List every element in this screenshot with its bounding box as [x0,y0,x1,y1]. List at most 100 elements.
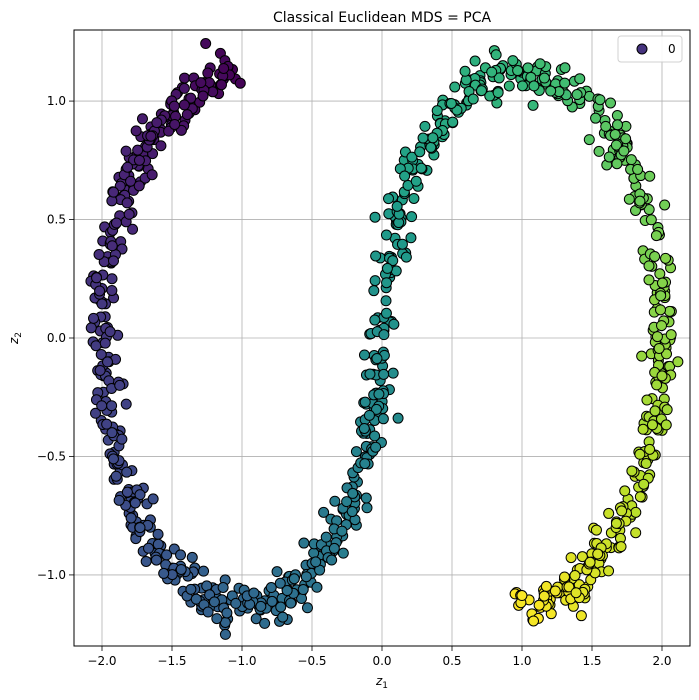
scatter-point [358,422,370,434]
y-axis-label: z2 [7,332,24,345]
scatter-point [266,595,278,607]
scatter-point [516,590,528,602]
scatter-point [125,175,137,187]
scatter-point [195,77,207,89]
scatter-point [134,489,146,501]
scatter-point [363,409,375,421]
chart-title: Classical Euclidean MDS = PCA [273,10,492,26]
scatter-point [467,93,479,105]
scatter-point [265,582,277,594]
scatter-point [181,109,193,121]
scatter-point [121,466,133,478]
scatter-point [94,285,106,297]
scatter-point [406,151,418,163]
scatter-point [110,217,122,229]
scatter-point [576,551,588,563]
scatter-point [654,268,666,280]
scatter-point [653,342,665,354]
scatter-point [370,250,382,262]
scatter-point [106,400,118,412]
scatter-point [387,255,399,267]
scatter-point [217,582,229,593]
scatter-point [512,65,524,77]
scatter-point [656,370,668,382]
scatter-point [185,583,197,595]
x-tick-label: 1.5 [582,654,601,668]
scatter-point [636,350,648,362]
scatter-point [651,379,663,391]
scatter-point [388,318,400,330]
scatter-point [620,133,632,145]
x-tick-label: 0.5 [442,654,461,668]
scatter-point [634,195,646,207]
scatter-point [300,571,312,583]
legend-marker [636,43,648,55]
scatter-point [207,86,219,98]
scatter-point [250,613,262,625]
scatter-point [364,368,376,380]
scatter-point [549,585,561,597]
scatter-point [337,547,349,559]
scatter-point [661,404,673,416]
scatter-point [301,602,313,614]
y-tick-label: −0.5 [37,449,66,463]
scatter-point [522,62,534,74]
scatter-point [643,260,655,272]
scatter-point [419,120,431,132]
scatter-point [378,368,390,380]
scatter-point [425,141,437,153]
scatter-point [584,556,596,568]
scatter-point [271,566,283,578]
scatter-point [114,379,126,391]
scatter-point [248,587,260,599]
scatter-point [120,145,132,157]
scatter-point [637,423,649,435]
scatter-point [634,491,646,503]
scatter-point [660,252,672,264]
scatter-point [104,326,116,338]
scatter-point [145,130,157,142]
scatter-point [202,67,214,79]
scatter-point [593,145,605,157]
scatter-point [310,556,322,568]
scatter-point [611,110,623,121]
scatter-point [107,186,119,198]
scatter-point [200,38,212,50]
x-axis-label-main: z [375,674,383,688]
scatter-point [619,485,631,497]
legend-box [617,35,683,63]
scatter-point [146,169,158,181]
scatter-point [650,230,662,242]
scatter-point [538,590,550,602]
x-tick-label: −2.0 [87,654,116,668]
scatter-point [85,322,97,334]
scatter-point [369,275,381,287]
scatter-point [646,419,658,431]
scatter-point [625,154,637,166]
scatter-point [583,134,595,146]
scatter-point [311,581,323,593]
scatter-point [643,204,655,216]
scatter-point [528,80,540,92]
scatter-point [202,606,214,618]
scatter-point [630,506,642,518]
scatter-point [563,581,575,593]
scatter-point [178,99,190,111]
scatter-point [373,388,385,400]
scatter-point [130,125,142,137]
scatter-point [178,82,190,94]
scatter-point [615,541,627,553]
scatter-point [651,331,663,343]
x-tick-label: 1.0 [512,654,531,668]
scatter-point [234,77,246,89]
scatter-point [106,427,118,439]
scatter-point [320,531,332,543]
scatter-point [369,430,381,442]
scatter-point [380,229,392,241]
x-tick-label: 2.0 [652,654,671,668]
scatter-point [147,493,159,505]
scatter-point [318,506,330,518]
scatter-point [516,80,528,92]
scatter-point [346,506,358,518]
